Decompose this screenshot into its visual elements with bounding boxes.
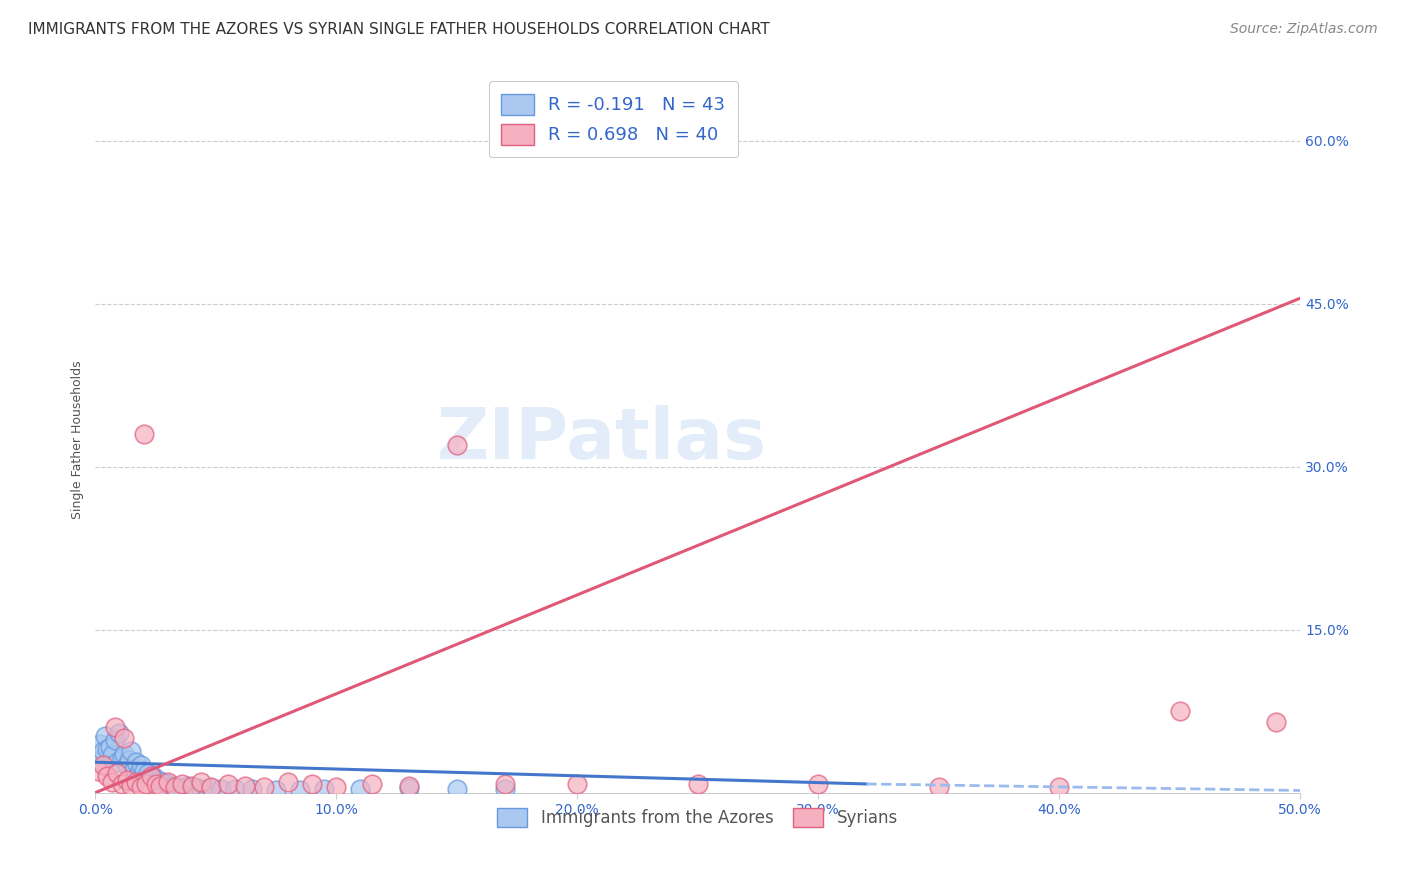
Point xyxy=(132,764,155,778)
Point xyxy=(494,782,516,797)
Point xyxy=(240,782,263,797)
Y-axis label: Single Father Households: Single Father Households xyxy=(72,360,84,519)
Point xyxy=(209,782,232,797)
Point xyxy=(105,756,128,770)
Point xyxy=(200,781,222,796)
Point xyxy=(87,764,110,778)
Point xyxy=(190,782,212,797)
Point xyxy=(567,777,589,791)
Point xyxy=(807,777,830,791)
Point xyxy=(115,772,138,787)
Legend: Immigrants from the Azores, Syrians: Immigrants from the Azores, Syrians xyxy=(491,801,904,834)
Point xyxy=(112,731,135,746)
Point xyxy=(98,739,121,754)
Point xyxy=(87,753,110,767)
Point xyxy=(115,758,138,772)
Point xyxy=(166,780,188,795)
Point xyxy=(101,747,124,762)
Point xyxy=(233,779,256,793)
Point xyxy=(139,769,162,783)
Point xyxy=(101,774,124,789)
Point xyxy=(446,782,468,797)
Point xyxy=(129,758,152,772)
Point xyxy=(163,780,186,795)
Point xyxy=(264,783,287,797)
Point xyxy=(111,751,134,765)
Point xyxy=(180,780,202,795)
Point xyxy=(105,766,128,780)
Point xyxy=(112,747,135,761)
Point xyxy=(104,721,127,735)
Point xyxy=(125,756,148,770)
Point xyxy=(1168,704,1191,718)
Point xyxy=(172,781,194,796)
Point xyxy=(121,744,143,758)
Text: IMMIGRANTS FROM THE AZORES VS SYRIAN SINGLE FATHER HOUSEHOLDS CORRELATION CHART: IMMIGRANTS FROM THE AZORES VS SYRIAN SIN… xyxy=(28,22,770,37)
Point xyxy=(125,774,148,789)
Point xyxy=(200,780,222,795)
Point xyxy=(135,777,157,791)
Point xyxy=(301,777,323,791)
Point xyxy=(446,438,468,452)
Point xyxy=(361,777,384,791)
Point xyxy=(146,772,169,787)
Point xyxy=(91,744,114,758)
Point xyxy=(96,742,118,756)
Point xyxy=(118,753,141,767)
Point xyxy=(186,781,208,796)
Text: Source: ZipAtlas.com: Source: ZipAtlas.com xyxy=(1230,22,1378,37)
Point xyxy=(1047,780,1070,795)
Point xyxy=(149,779,172,793)
Point xyxy=(190,774,212,789)
Point xyxy=(104,733,127,747)
Point xyxy=(91,758,114,772)
Point xyxy=(142,769,165,783)
Point xyxy=(129,780,152,795)
Point xyxy=(288,783,311,797)
Point xyxy=(398,779,420,793)
Point xyxy=(122,762,145,776)
Point xyxy=(277,774,299,789)
Point xyxy=(111,777,134,791)
Point xyxy=(494,777,516,791)
Point xyxy=(145,777,167,791)
Point xyxy=(314,782,336,797)
Point xyxy=(128,766,150,780)
Point xyxy=(96,769,118,783)
Point xyxy=(94,729,117,743)
Point xyxy=(686,777,709,791)
Point xyxy=(156,774,179,789)
Point xyxy=(138,766,160,780)
Point xyxy=(398,781,420,796)
Point xyxy=(172,777,194,791)
Point xyxy=(224,782,246,797)
Point xyxy=(325,780,347,795)
Text: ZIPatlas: ZIPatlas xyxy=(436,405,766,474)
Point xyxy=(156,777,179,791)
Point xyxy=(108,726,131,740)
Point xyxy=(89,737,111,751)
Point xyxy=(253,780,276,795)
Point xyxy=(349,782,371,797)
Point xyxy=(132,427,155,442)
Point xyxy=(121,779,143,793)
Point xyxy=(152,774,174,789)
Point xyxy=(162,779,184,793)
Point xyxy=(1265,714,1288,729)
Point xyxy=(928,780,950,795)
Point xyxy=(176,779,198,793)
Point xyxy=(217,777,239,791)
Point xyxy=(180,779,202,793)
